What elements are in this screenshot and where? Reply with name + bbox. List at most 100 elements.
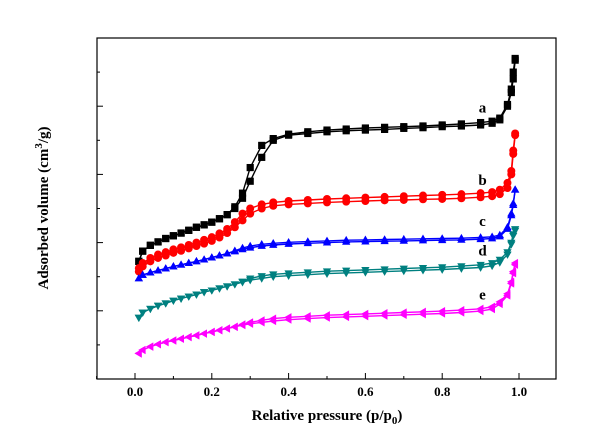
data-point	[269, 271, 278, 279]
data-point	[223, 224, 232, 233]
data-point	[208, 218, 216, 226]
data-point	[138, 309, 147, 317]
data-point	[495, 185, 504, 194]
data-point	[176, 260, 186, 268]
plot-frame	[96, 37, 557, 380]
data-point	[207, 233, 216, 242]
data-point	[508, 267, 517, 276]
x-tick-label: 0.8	[434, 384, 451, 399]
data-point	[153, 302, 163, 311]
data-point	[230, 322, 238, 331]
data-point	[199, 289, 209, 297]
data-point	[169, 245, 178, 254]
data-point	[161, 264, 170, 272]
data-point	[341, 310, 350, 319]
y-axis-title: Adsorbed volume (cm3/g)	[33, 127, 52, 290]
data-point	[418, 234, 428, 242]
data-point	[192, 223, 201, 231]
data-point	[437, 307, 446, 316]
data-point	[488, 188, 497, 197]
data-point	[161, 300, 170, 308]
data-point	[184, 240, 193, 249]
data-point	[380, 309, 388, 318]
data-point	[380, 192, 389, 201]
data-point	[238, 209, 247, 218]
series-d	[134, 226, 520, 322]
data-point	[269, 134, 277, 143]
data-point	[146, 305, 155, 314]
data-point	[207, 253, 216, 261]
data-point	[399, 308, 407, 317]
data-point	[138, 270, 147, 278]
data-point	[419, 191, 427, 200]
data-point	[322, 311, 330, 320]
data-point	[509, 68, 517, 76]
data-point	[496, 114, 504, 122]
data-point	[511, 185, 520, 193]
data-point	[495, 256, 504, 264]
series-label-c: c	[479, 214, 486, 230]
data-point	[238, 278, 247, 286]
data-point	[419, 122, 427, 130]
data-point	[215, 326, 223, 335]
data-point	[230, 281, 239, 289]
data-point	[503, 178, 512, 187]
data-point	[223, 283, 232, 291]
data-point	[361, 124, 369, 132]
data-point	[284, 237, 293, 246]
data-point	[457, 120, 465, 128]
data-point	[223, 211, 231, 219]
data-point	[222, 324, 231, 333]
series-label-e: e	[479, 288, 486, 304]
data-point	[169, 336, 177, 345]
data-point	[238, 189, 247, 197]
data-point	[177, 243, 186, 252]
data-point	[231, 203, 239, 211]
data-point	[503, 249, 512, 257]
data-point	[199, 329, 207, 338]
data-point	[438, 121, 446, 129]
data-point	[184, 332, 192, 342]
data-point	[192, 238, 201, 247]
data-point	[192, 291, 201, 299]
x-tick-label: 0.6	[357, 384, 374, 399]
series-layer	[134, 54, 520, 358]
series-label-d: d	[478, 244, 487, 260]
data-point	[215, 215, 224, 223]
data-point	[257, 273, 266, 281]
x-tick-label: 0.4	[280, 384, 297, 399]
x-axis: 0.0 0.2 0.4 0.6 0.8 1.0	[96, 373, 527, 399]
data-point	[509, 146, 518, 155]
data-point	[457, 190, 466, 199]
data-point	[303, 195, 312, 204]
series-b	[134, 129, 520, 276]
data-point	[476, 189, 485, 198]
data-point	[139, 247, 147, 255]
data-point	[400, 123, 408, 131]
data-point	[161, 248, 170, 257]
data-point	[200, 221, 208, 229]
data-point	[322, 268, 332, 276]
data-point	[134, 314, 143, 322]
data-point	[487, 302, 495, 311]
data-point	[511, 226, 520, 234]
data-point	[138, 259, 147, 268]
data-point	[495, 297, 503, 307]
data-point	[323, 194, 331, 203]
data-point	[477, 118, 485, 127]
data-point	[487, 260, 497, 268]
data-point	[269, 238, 278, 247]
data-point	[510, 258, 519, 268]
data-point	[361, 267, 370, 275]
data-point	[169, 297, 178, 305]
data-point	[285, 130, 293, 138]
data-point	[342, 267, 351, 275]
series-a	[135, 54, 519, 265]
data-point	[257, 239, 266, 248]
x-tick-label: 0.2	[204, 384, 220, 399]
data-point	[257, 316, 265, 325]
data-point	[507, 209, 516, 217]
data-point	[161, 338, 169, 347]
data-point	[476, 304, 484, 313]
